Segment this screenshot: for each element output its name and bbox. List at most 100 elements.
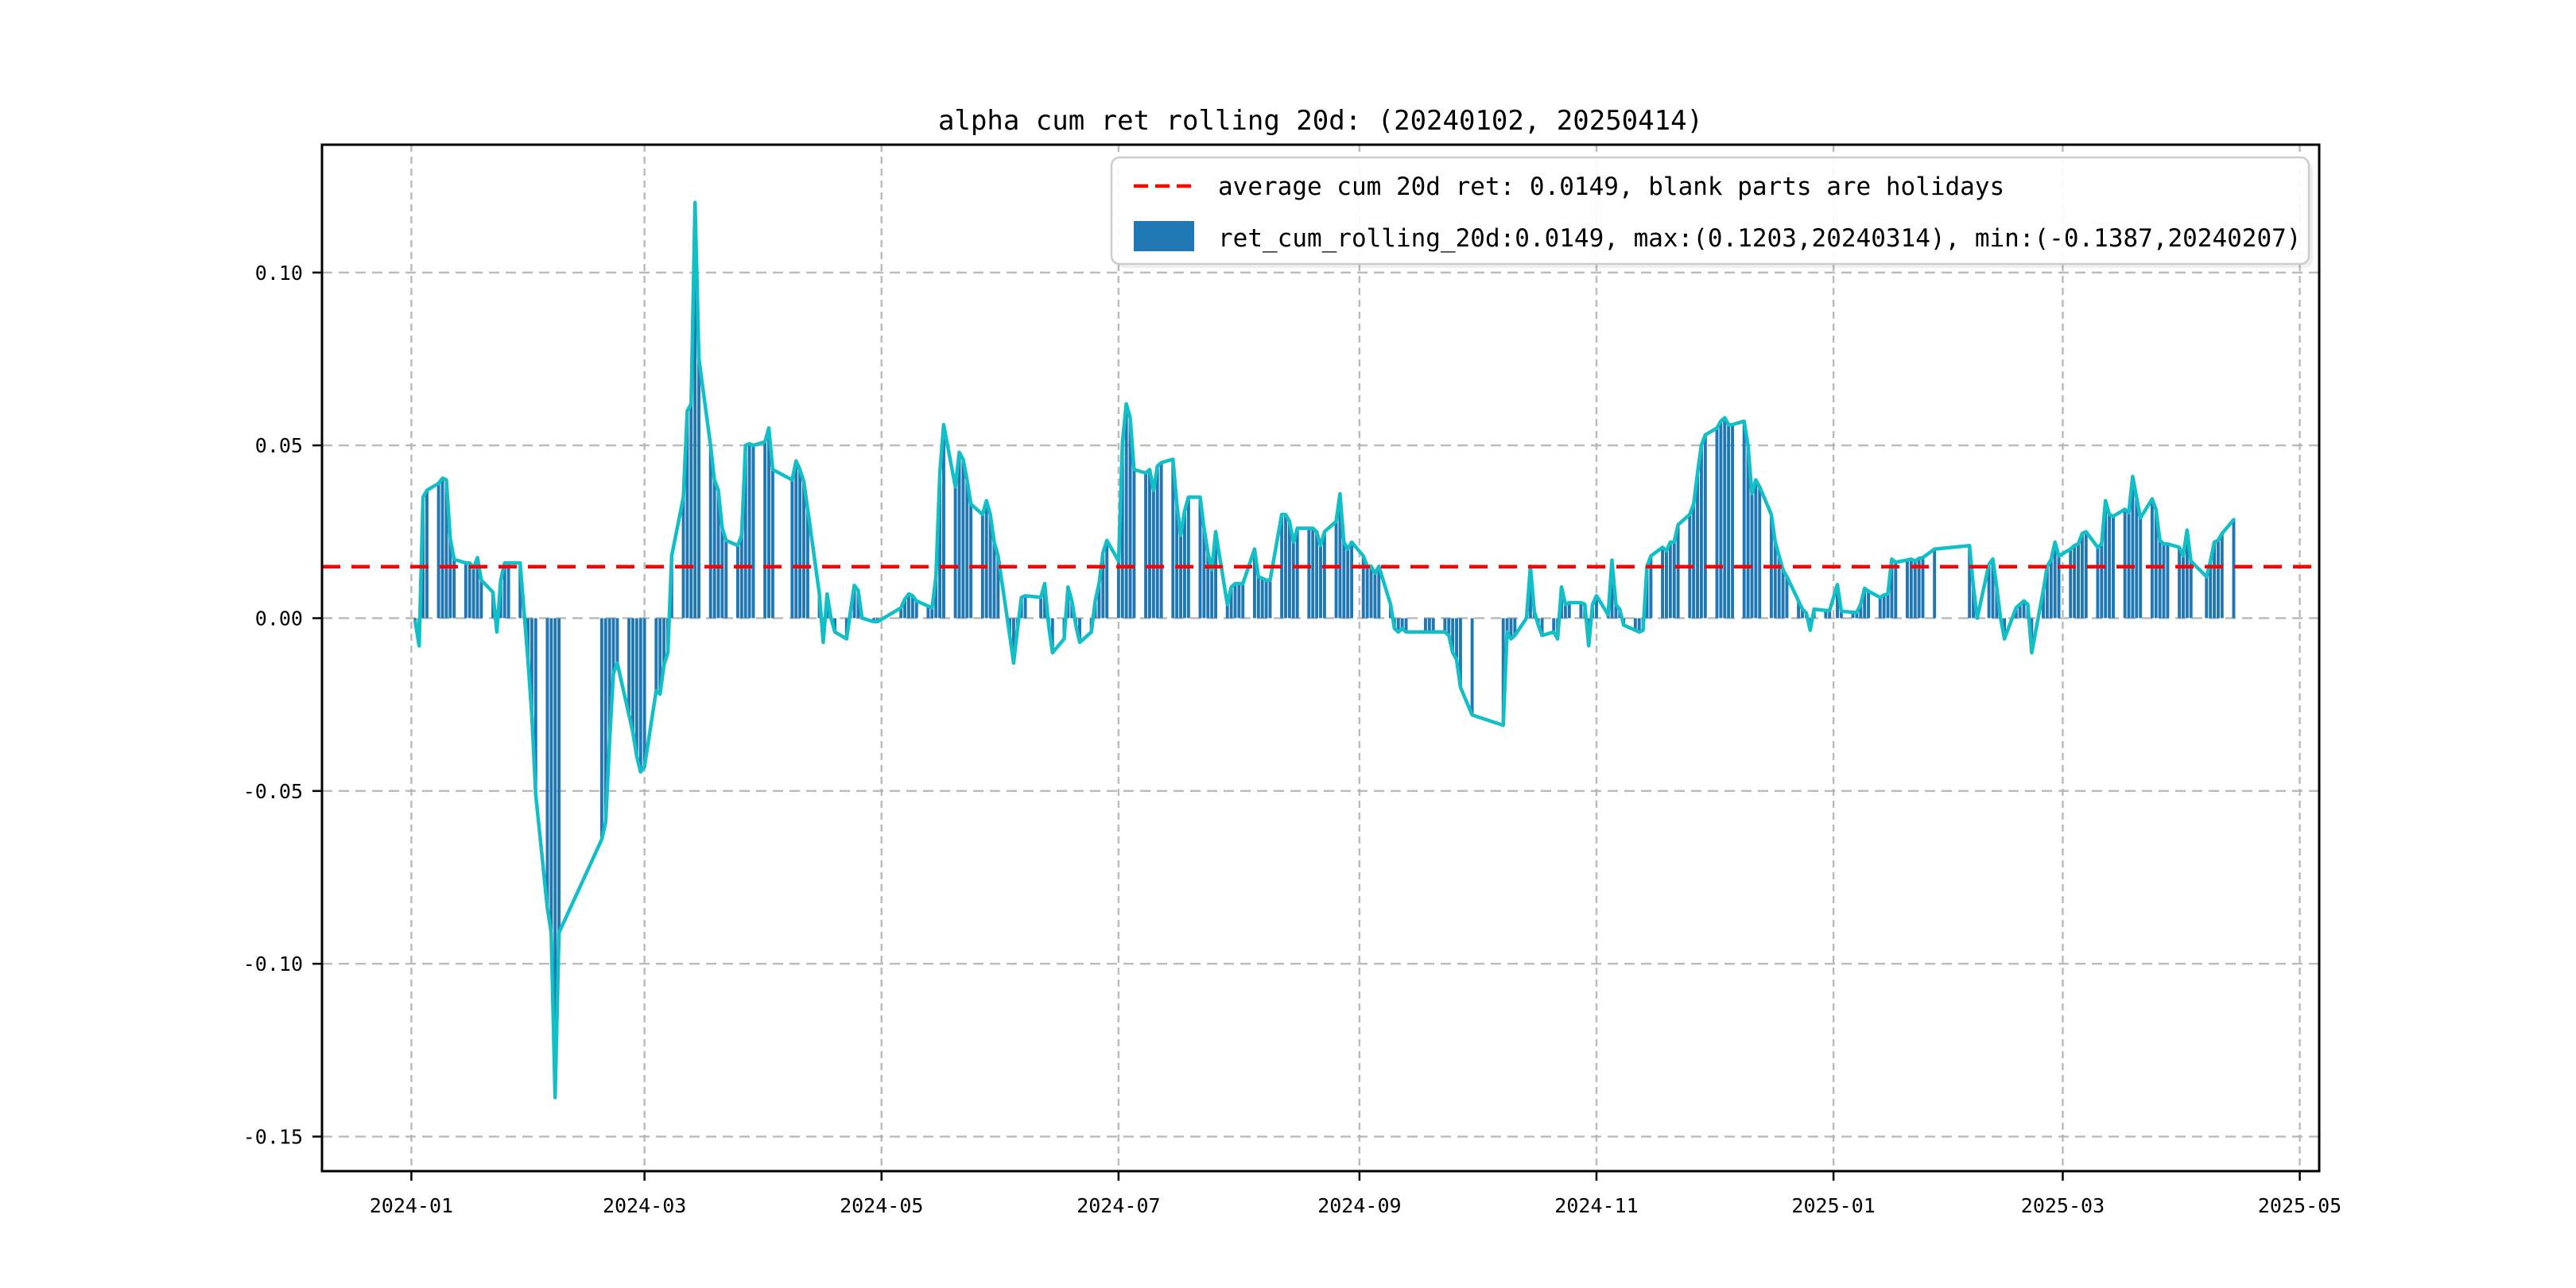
bar xyxy=(1128,417,1132,619)
bar xyxy=(1291,541,1295,619)
y-tick-label: 0.00 xyxy=(255,607,303,630)
bar xyxy=(2053,541,2057,619)
bar xyxy=(662,618,666,665)
bar xyxy=(724,540,728,619)
bar xyxy=(611,618,615,674)
bar xyxy=(1610,560,1614,619)
bar xyxy=(747,443,751,619)
bar xyxy=(1754,479,1758,619)
bar xyxy=(1455,618,1459,660)
bar xyxy=(634,618,638,757)
y-tick-label: -0.10 xyxy=(243,952,303,976)
bar xyxy=(1801,609,1804,619)
bar xyxy=(1268,580,1272,619)
y-tick-label: -0.15 xyxy=(243,1126,303,1149)
bar xyxy=(1505,618,1509,632)
bar xyxy=(2232,519,2236,619)
bar xyxy=(689,404,693,619)
bar xyxy=(1458,618,1462,688)
bar xyxy=(1750,494,1754,619)
bar xyxy=(1404,618,1408,632)
bar xyxy=(440,478,444,619)
bar xyxy=(607,618,611,743)
bar xyxy=(767,428,770,619)
bar xyxy=(2139,518,2143,619)
bar xyxy=(2162,544,2166,619)
x-tick-label: 2024-01 xyxy=(370,1194,453,1217)
bar xyxy=(1890,559,1894,619)
bar xyxy=(549,618,553,933)
x-tick-label: 2024-07 xyxy=(1077,1194,1160,1217)
bar xyxy=(2080,533,2084,619)
bar xyxy=(2073,545,2077,619)
bar xyxy=(2150,499,2154,619)
bar xyxy=(1867,591,1871,619)
bar xyxy=(518,562,522,619)
bar xyxy=(2205,576,2209,619)
bar xyxy=(1921,557,1925,619)
bar xyxy=(627,618,631,716)
bar xyxy=(464,562,467,619)
bar xyxy=(1252,549,1256,619)
bar xyxy=(1101,552,1105,619)
x-tick-label: 2025-01 xyxy=(1791,1194,1875,1217)
bar xyxy=(1567,602,1571,619)
bar xyxy=(1350,541,1354,619)
bar xyxy=(1696,472,1700,619)
bar xyxy=(953,487,957,619)
bar xyxy=(930,607,934,619)
bar xyxy=(739,535,743,619)
bar xyxy=(1210,569,1214,619)
bar xyxy=(1859,604,1863,619)
bar xyxy=(1637,618,1641,632)
bar xyxy=(1206,552,1210,619)
bar xyxy=(471,568,475,619)
bar xyxy=(1863,588,1867,619)
bar xyxy=(1443,618,1447,632)
bar xyxy=(1369,566,1373,619)
bar xyxy=(1155,466,1159,619)
bar xyxy=(1182,510,1186,619)
bar xyxy=(654,618,658,691)
bar xyxy=(1373,573,1377,619)
bar xyxy=(790,479,794,619)
bar xyxy=(1719,421,1723,619)
chart-title: alpha cum ret rolling 20d: (20240102, 20… xyxy=(937,105,1704,137)
bar xyxy=(2045,566,2049,619)
bar xyxy=(448,538,452,619)
bar xyxy=(1501,618,1505,726)
bar xyxy=(805,509,809,619)
bar xyxy=(1319,545,1322,619)
bar xyxy=(1039,597,1043,619)
bar xyxy=(658,618,662,695)
bar xyxy=(934,576,938,619)
bar xyxy=(1906,560,1909,619)
legend-avg-label: average cum 20d ret: 0.0149, blank parts… xyxy=(1218,173,2004,201)
bar xyxy=(1241,584,1245,619)
bar xyxy=(1851,612,1855,619)
bar xyxy=(1338,494,1342,619)
bar xyxy=(1563,604,1567,619)
bar xyxy=(2112,516,2115,619)
bar xyxy=(479,580,483,619)
bar xyxy=(763,441,767,619)
bar xyxy=(1649,556,1653,619)
bar xyxy=(1361,556,1365,619)
ret-cum-line xyxy=(413,200,2236,1100)
bar xyxy=(444,479,448,619)
bar xyxy=(2084,531,2088,619)
bar xyxy=(1703,435,1707,619)
bar xyxy=(1124,404,1128,619)
bar xyxy=(1746,445,1750,619)
bar xyxy=(1878,597,1882,619)
bar xyxy=(735,545,739,619)
bar xyxy=(2014,607,2018,619)
x-tick-label: 2025-03 xyxy=(2021,1194,2105,1217)
bar xyxy=(1175,504,1179,619)
bar xyxy=(1855,612,1859,619)
bar xyxy=(533,618,537,795)
bar xyxy=(856,590,860,619)
bar xyxy=(1614,604,1618,619)
bar xyxy=(1785,576,1789,619)
